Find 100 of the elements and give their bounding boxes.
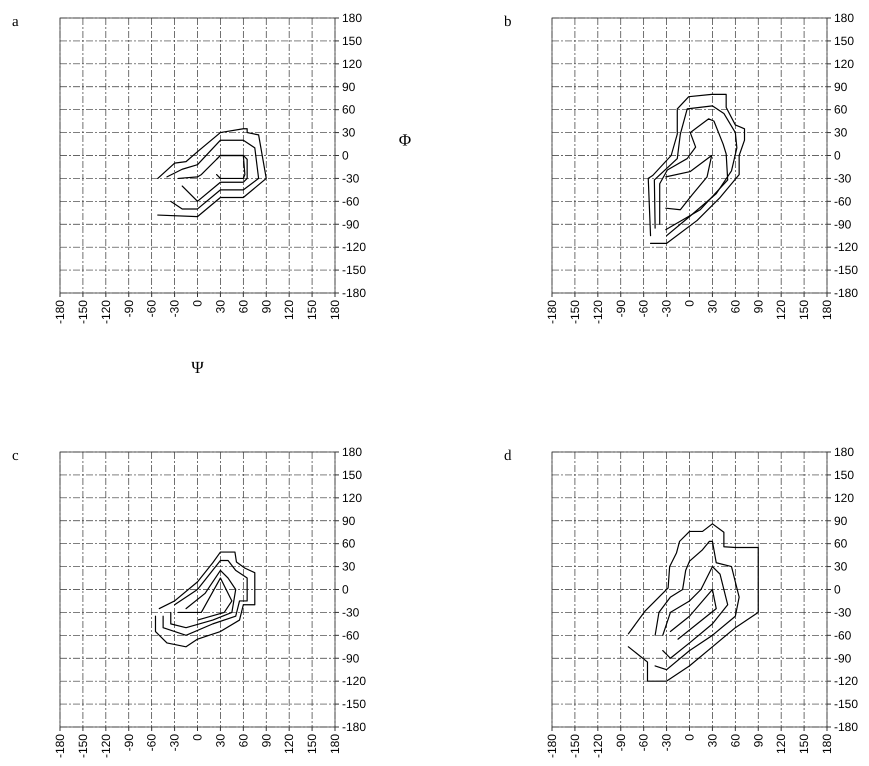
y-tick-label: -30	[834, 171, 852, 186]
x-tick-label: -180	[545, 734, 559, 758]
x-tick-label: 120	[282, 734, 296, 754]
x-tick-label: -150	[76, 300, 90, 324]
x-tick-label: -120	[98, 300, 113, 324]
y-tick-label: -120	[342, 240, 366, 254]
x-tick-label: -30	[660, 734, 674, 752]
y-tick-label: 120	[342, 56, 362, 71]
x-tick-label: 30	[705, 734, 720, 748]
chart-title: a	[12, 14, 19, 30]
y-tick-label: 90	[342, 80, 356, 94]
x-tick-label: -150	[568, 734, 582, 758]
y-tick-label: -60	[342, 194, 360, 208]
x-tick-label: 150	[797, 734, 812, 754]
y-tick-label: 150	[342, 468, 362, 482]
y-tick-label: -90	[342, 217, 360, 232]
y-tick-label: 90	[834, 80, 848, 94]
y-tick-label: 150	[834, 34, 854, 48]
x-tick-label: -150	[76, 734, 90, 758]
x-tick-label: 60	[236, 734, 250, 748]
x-tick-label: -60	[144, 734, 159, 752]
chart-title: c	[12, 448, 19, 464]
y-tick-label: 90	[834, 514, 848, 528]
y-axis-title: Φ	[398, 130, 412, 150]
y-tick-label: 0	[342, 582, 349, 596]
y-tick-label: -30	[342, 171, 360, 186]
x-tick-label: -90	[614, 300, 628, 318]
y-tick-label: 60	[342, 536, 356, 551]
x-tick-label: 60	[728, 734, 742, 748]
y-tick-label: 180	[834, 11, 854, 25]
y-tick-label: 60	[834, 102, 848, 117]
x-tick-label: 150	[305, 734, 320, 754]
x-tick-label: 0	[682, 300, 696, 307]
y-tick-label: 120	[834, 56, 854, 71]
y-tick-label: -150	[834, 697, 858, 712]
y-tick-label: 0	[834, 582, 841, 596]
y-tick-label: -30	[342, 605, 360, 620]
chart-title: b	[504, 14, 512, 30]
y-tick-label: 30	[342, 126, 356, 140]
x-tick-label: 30	[213, 734, 228, 748]
x-tick-label: 150	[305, 300, 320, 320]
x-tick-label: -180	[53, 300, 67, 324]
y-tick-label: 120	[342, 490, 362, 505]
y-tick-label: 0	[342, 148, 349, 162]
y-tick-label: -60	[834, 628, 852, 642]
y-tick-label: -90	[342, 651, 360, 666]
x-tick-label: 90	[751, 300, 766, 314]
x-tick-label: -150	[568, 300, 582, 324]
y-tick-label: 30	[834, 126, 848, 140]
y-tick-label: 0	[834, 148, 841, 162]
y-tick-label: 150	[834, 468, 854, 482]
y-tick-label: 120	[834, 490, 854, 505]
y-tick-label: 60	[342, 102, 356, 117]
y-tick-label: -90	[834, 217, 852, 232]
y-tick-label: -60	[342, 628, 360, 642]
x-tick-label: -60	[636, 300, 651, 318]
x-tick-label: 120	[774, 734, 788, 754]
y-tick-label: 60	[834, 536, 848, 551]
x-tick-label: 120	[774, 300, 788, 320]
x-tick-label: -60	[144, 300, 159, 318]
y-tick-label: -150	[342, 263, 366, 278]
y-tick-label: 30	[342, 560, 356, 574]
y-tick-label: -150	[342, 697, 366, 712]
y-tick-label: -120	[834, 674, 858, 688]
x-tick-label: 0	[682, 734, 696, 741]
x-tick-label: -30	[168, 734, 182, 752]
y-tick-label: 90	[342, 514, 356, 528]
x-tick-label: 60	[728, 300, 742, 314]
x-tick-label: 90	[259, 734, 274, 748]
y-tick-label: -60	[834, 194, 852, 208]
y-tick-label: 180	[834, 445, 854, 459]
y-tick-label: -120	[342, 674, 366, 688]
x-tick-label: 120	[282, 300, 296, 320]
y-tick-label: -30	[834, 605, 852, 620]
x-tick-label: -120	[590, 734, 605, 758]
x-tick-label: 30	[705, 300, 720, 314]
x-tick-label: 90	[751, 734, 766, 748]
x-tick-label: -180	[53, 734, 67, 758]
x-tick-label: -180	[545, 300, 559, 324]
y-tick-label: 180	[342, 445, 362, 459]
x-tick-label: -90	[122, 734, 136, 752]
y-tick-label: -90	[834, 651, 852, 666]
x-axis-title: Ψ	[191, 358, 204, 377]
x-tick-label: 30	[213, 300, 228, 314]
x-tick-label: -120	[98, 734, 113, 758]
x-tick-label: 0	[190, 734, 204, 741]
x-tick-label: -30	[660, 300, 674, 318]
y-tick-label: -150	[834, 263, 858, 278]
x-tick-label: 150	[797, 300, 812, 320]
x-tick-label: 60	[236, 300, 250, 314]
y-tick-label: -120	[834, 240, 858, 254]
x-tick-label: -90	[122, 300, 136, 318]
y-tick-label: 150	[342, 34, 362, 48]
y-tick-label: 180	[342, 11, 362, 25]
x-tick-label: 90	[259, 300, 274, 314]
x-tick-label: -120	[590, 300, 605, 324]
x-tick-label: -60	[636, 734, 651, 752]
y-tick-label: 30	[834, 560, 848, 574]
x-tick-label: -30	[168, 300, 182, 318]
chart-title: d	[504, 448, 512, 464]
